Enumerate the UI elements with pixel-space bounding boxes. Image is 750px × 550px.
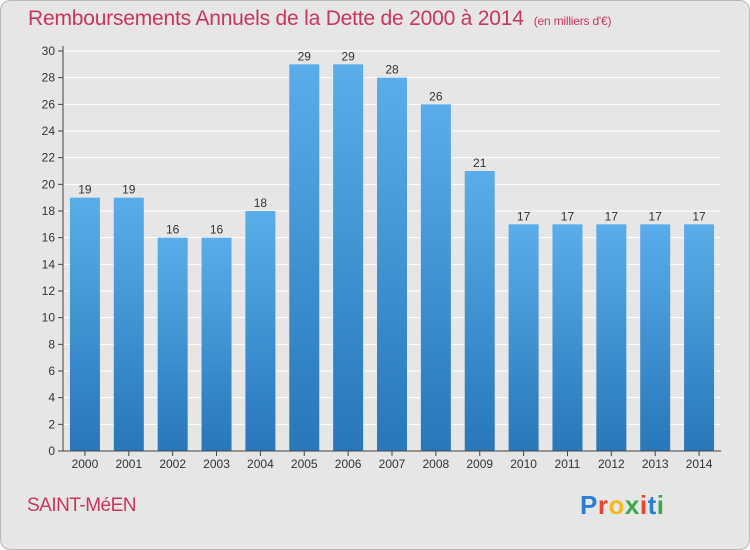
x-tick-label: 2011 xyxy=(555,457,581,471)
x-tick-label: 2003 xyxy=(203,457,230,471)
y-tick-label: 8 xyxy=(48,337,55,351)
chart-title: Remboursements Annuels de la Dette de 20… xyxy=(28,7,611,31)
bar-value-label: 17 xyxy=(649,209,663,223)
logo-letter: x xyxy=(624,490,640,520)
x-tick-label: 2010 xyxy=(510,457,537,471)
bar-value-label: 26 xyxy=(429,89,443,103)
bar-value-label: 17 xyxy=(561,209,575,223)
axes xyxy=(58,46,721,456)
bar-value-label: 28 xyxy=(385,63,399,77)
chart-title-text: Remboursements Annuels de la Dette de 20… xyxy=(28,7,524,30)
y-tick-label: 0 xyxy=(48,444,55,458)
x-tick-label: 2000 xyxy=(72,457,99,471)
bar xyxy=(201,237,232,451)
x-tick-label: 2014 xyxy=(686,457,713,471)
bar xyxy=(684,224,715,451)
bar xyxy=(420,104,451,451)
y-tick-label: 16 xyxy=(42,231,56,245)
bar xyxy=(113,197,144,451)
logo-letter: i xyxy=(656,490,665,520)
bar xyxy=(333,64,364,452)
y-tick-label: 30 xyxy=(42,44,56,58)
bar-value-label: 17 xyxy=(605,209,619,223)
y-tick-label: 28 xyxy=(42,71,56,85)
y-tick-label: 22 xyxy=(42,151,56,165)
bar xyxy=(69,197,100,451)
y-tick-label: 6 xyxy=(48,364,55,378)
bar xyxy=(245,211,276,451)
bar-value-label: 19 xyxy=(78,183,92,197)
y-tick-label: 20 xyxy=(42,177,56,191)
y-tick-label: 4 xyxy=(48,391,55,405)
x-tick-label: 2002 xyxy=(159,457,186,471)
x-tick-label: 2004 xyxy=(247,457,274,471)
proxiti-logo: Proxiti xyxy=(580,490,664,521)
bar-value-label: 19 xyxy=(122,183,136,197)
bar-value-label: 17 xyxy=(517,209,531,223)
y-tick-label: 2 xyxy=(48,417,55,431)
chart-unit: (en milliers d'€) xyxy=(533,14,612,28)
logo-letter: o xyxy=(608,490,625,520)
y-tick-label: 14 xyxy=(42,257,56,271)
y-tick-label: 12 xyxy=(42,284,56,298)
bar-value-label: 16 xyxy=(166,223,180,237)
bar-value-label: 29 xyxy=(341,49,355,63)
y-tick-label: 24 xyxy=(42,124,56,138)
logo-letter: t xyxy=(647,490,657,520)
bar xyxy=(640,224,671,451)
bar xyxy=(377,77,407,452)
labels: 0246810121416182022242628301920001920011… xyxy=(42,44,713,471)
y-tick-label: 10 xyxy=(42,311,56,325)
y-tick-label: 18 xyxy=(42,204,56,218)
bar-value-label: 16 xyxy=(210,223,224,237)
bar xyxy=(552,224,583,451)
x-tick-label: 2001 xyxy=(115,457,142,471)
bar xyxy=(157,237,188,451)
bar-value-label: 29 xyxy=(298,49,312,63)
bar xyxy=(508,224,539,451)
bar-value-label: 21 xyxy=(473,156,487,170)
bar xyxy=(289,64,320,452)
x-tick-label: 2005 xyxy=(291,457,318,471)
x-tick-label: 2009 xyxy=(466,457,493,471)
bar-value-label: 17 xyxy=(692,209,706,223)
logo-letter: i xyxy=(639,490,648,520)
bar-value-label: 18 xyxy=(254,196,268,210)
bars xyxy=(69,64,715,452)
x-tick-label: 2008 xyxy=(423,457,450,471)
y-tick-label: 26 xyxy=(42,97,56,111)
x-tick-label: 2013 xyxy=(642,457,669,471)
x-tick-label: 2007 xyxy=(379,457,406,471)
x-tick-label: 2012 xyxy=(598,457,625,471)
x-tick-label: 2006 xyxy=(335,457,362,471)
bar xyxy=(464,171,495,451)
commune-name: SAINT-MéEN xyxy=(27,495,137,516)
bar xyxy=(596,224,627,451)
logo-letter: r xyxy=(597,490,609,520)
logo-letter: P xyxy=(580,490,598,520)
